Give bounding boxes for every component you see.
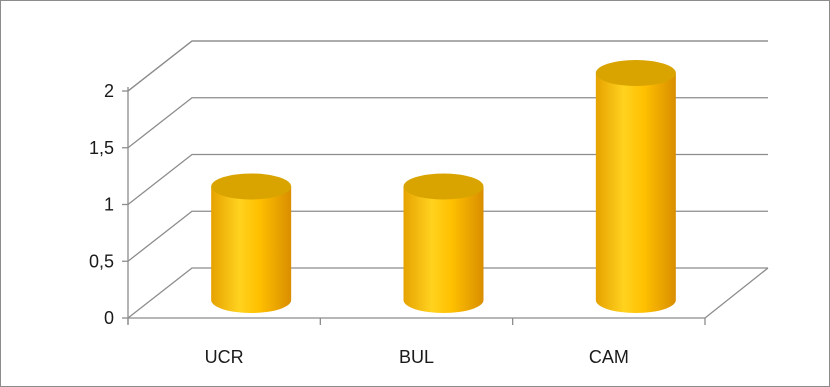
gridline <box>127 40 768 92</box>
gridline <box>127 210 768 262</box>
y-tick-label: 0,5 <box>89 251 114 271</box>
gridlines <box>127 40 768 319</box>
gridline <box>127 97 768 149</box>
y-tick-label: 0 <box>104 308 114 328</box>
x-axis-ticks: UCR BUL CAM <box>127 318 706 367</box>
bars <box>211 60 676 313</box>
bar-ucr <box>211 173 292 313</box>
y-tick-label: 2 <box>104 81 114 101</box>
y-tick-label: 1,5 <box>89 138 114 158</box>
bar-bul <box>403 173 484 313</box>
y-axis-ticks: 0 0,5 1 1,5 2 <box>89 81 128 328</box>
gridline <box>127 153 768 206</box>
x-tick-label: UCR <box>205 347 244 367</box>
bar-cam <box>595 60 676 313</box>
gridline <box>127 267 768 319</box>
y-tick-label: 1 <box>104 195 114 215</box>
x-tick-label: BUL <box>399 347 434 367</box>
x-tick-label: CAM <box>589 347 629 367</box>
